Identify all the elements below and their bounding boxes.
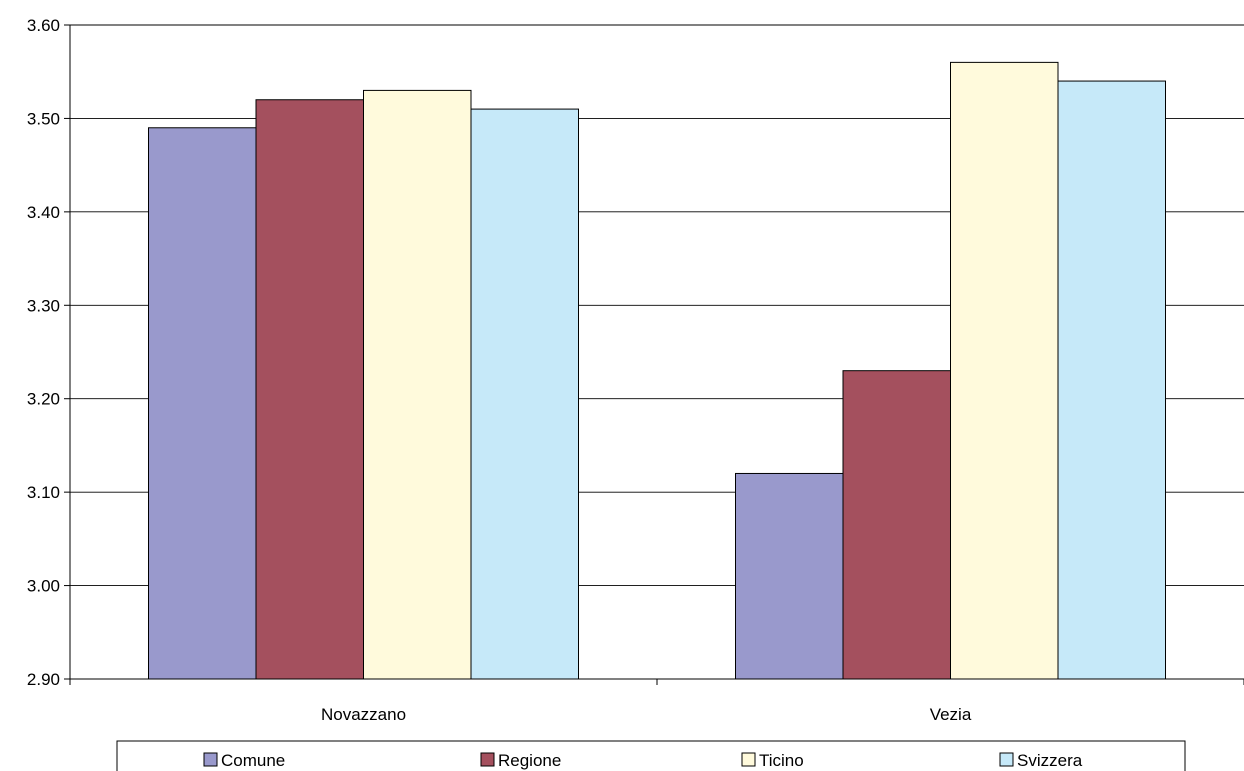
legend-label-svizzera: Svizzera — [1017, 751, 1083, 770]
legend-label-ticino: Ticino — [759, 751, 804, 770]
legend-label-regione: Regione — [498, 751, 561, 770]
bar-regione-novazzano — [255, 99, 364, 680]
y-tick-label: 3.50 — [27, 109, 60, 128]
x-category-label: Vezia — [930, 705, 972, 724]
bar-ticino-vezia — [950, 61, 1059, 680]
axes — [64, 24, 1244, 685]
y-tick-label: 3.20 — [27, 390, 60, 409]
y-tick-label: 3.30 — [27, 296, 60, 315]
legend-swatch-comune — [203, 752, 218, 767]
y-tick-label: 2.90 — [27, 670, 60, 689]
legend: Comune Regione Ticino Svizzera — [116, 740, 1186, 771]
bar-comune-vezia — [735, 472, 844, 680]
y-tick-label: 3.60 — [27, 16, 60, 35]
x-category-label: Novazzano — [321, 705, 406, 724]
bar-svizzera-novazzano — [470, 108, 579, 680]
bar-svizzera-vezia — [1057, 80, 1166, 680]
bar-comune-novazzano — [148, 127, 257, 680]
bar-regione-vezia — [842, 370, 951, 680]
bars — [148, 61, 1166, 680]
legend-label-comune: Comune — [221, 751, 285, 770]
legend-swatch-ticino — [741, 752, 756, 767]
y-tick-label: 3.10 — [27, 483, 60, 502]
y-tick-label: 3.00 — [27, 577, 60, 596]
bar-ticino-novazzano — [363, 89, 472, 680]
legend-swatch-svizzera — [999, 752, 1014, 767]
legend-swatch-regione — [480, 752, 495, 767]
y-tick-label: 3.40 — [27, 203, 60, 222]
y-axis-tick-labels: 2.90 3.00 3.10 3.20 3.30 3.40 3.50 3.60 — [27, 16, 60, 689]
x-axis-category-labels: Novazzano Vezia — [321, 705, 972, 724]
